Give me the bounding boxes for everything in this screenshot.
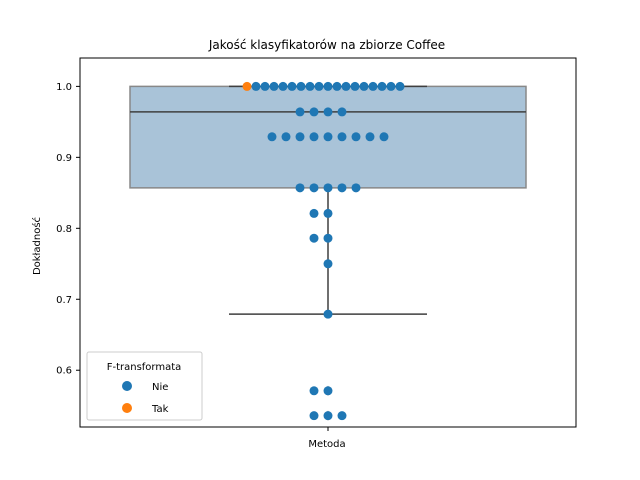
point-nie [295,107,305,117]
point-nie [314,81,324,91]
point-nie [267,132,277,142]
point-nie [295,132,305,142]
point-nie [309,208,319,218]
point-nie [323,233,333,243]
point-nie [337,411,347,421]
point-nie [296,81,306,91]
point-nie [323,183,333,193]
point-nie [323,309,333,319]
legend-label-tak: Tak [151,404,169,415]
point-nie [309,107,319,117]
point-nie [350,81,360,91]
legend: F-transformata Nie Tak [86,351,203,421]
point-nie [281,132,291,142]
point-nie [337,132,347,142]
point-nie [323,259,333,269]
point-nie [323,132,333,142]
point-nie [332,81,342,91]
y-tick-label: 0.6 [56,366,72,377]
y-tick-label: 0.9 [56,153,72,164]
point-nie [365,132,375,142]
point-nie [309,183,319,193]
point-nie [309,132,319,142]
y-tick-label: 0.8 [56,224,72,235]
point-nie [351,183,361,193]
point-nie [309,233,319,243]
point-nie [377,81,387,91]
point-nie [309,386,319,396]
x-tick-label: Metoda [308,439,345,450]
y-axis-label: Dokładność [31,217,43,275]
legend-label-nie: Nie [152,382,168,393]
plot-area: 0.6 0.7 0.8 0.9 1.0 [56,57,577,431]
point-nie [323,107,333,117]
point-nie [295,183,305,193]
y-tick-label: 0.7 [56,295,72,306]
point-nie [337,183,347,193]
point-nie [368,81,378,91]
legend-title: F-transformata [107,362,182,373]
legend-marker-tak [122,403,132,413]
point-nie [323,208,333,218]
y-tick-label: 1.0 [56,82,72,93]
point-nie [287,81,297,91]
point-nie [379,132,389,142]
point-nie [260,81,270,91]
point-nie [359,81,369,91]
point-nie [386,81,396,91]
point-nie [395,81,405,91]
point-nie [309,411,319,421]
point-nie [323,81,333,91]
chart-title: Jakość klasyfikatorów na zbiorze Coffee [208,38,445,52]
point-nie [251,81,261,91]
point-nie [323,386,333,396]
point-nie [269,81,279,91]
point-nie [323,411,333,421]
point-tak [242,81,252,91]
point-nie [305,81,315,91]
legend-frame [86,351,203,421]
legend-marker-nie [122,381,132,391]
point-nie [341,81,351,91]
point-nie [351,132,361,142]
point-nie [278,81,288,91]
point-nie [337,107,347,117]
